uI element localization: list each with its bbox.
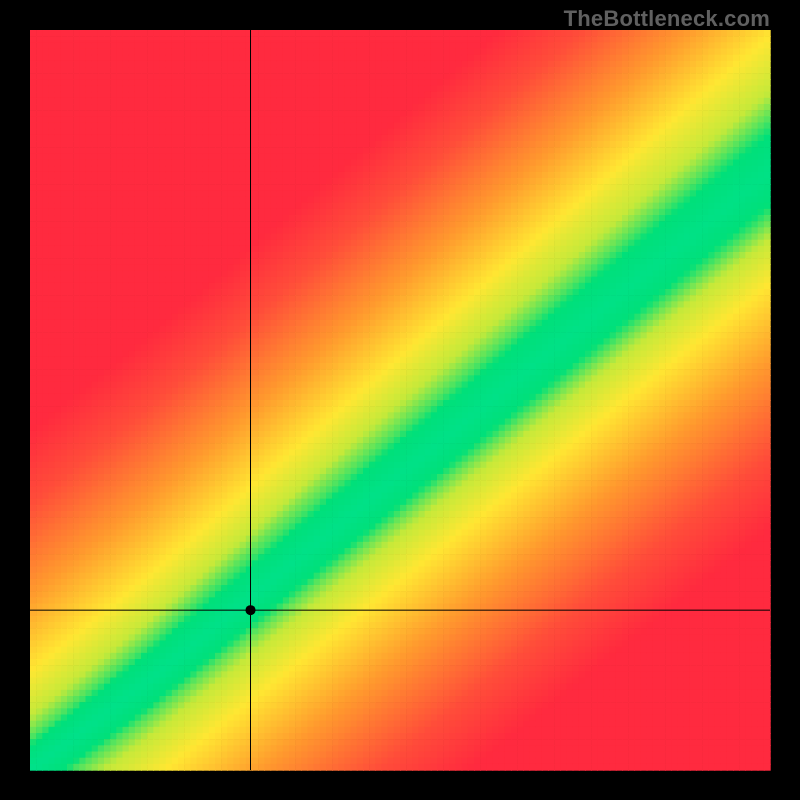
bottleneck-heatmap-canvas — [0, 0, 800, 800]
watermark-text: TheBottleneck.com — [564, 6, 770, 32]
bottleneck-heatmap-container: TheBottleneck.com — [0, 0, 800, 800]
